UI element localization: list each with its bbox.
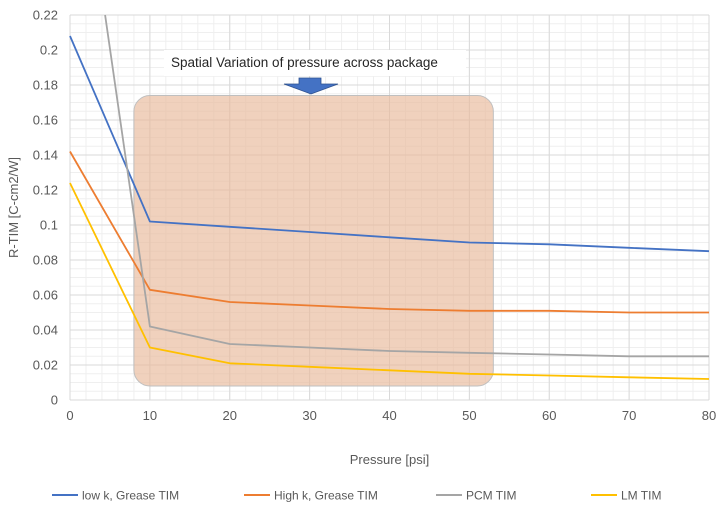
y-tick-labels: 0 0.02 0.04 0.06 0.08 0.1 0.12 0.14 0.16 0.18 0.2 0…	[33, 8, 58, 408]
legend-label: High k, Grease TIM	[274, 489, 378, 503]
y-tick-label: 0.06	[33, 288, 58, 303]
x-tick-label: 20	[223, 408, 237, 423]
x-tick-labels: 0 10 20 30 40 50 60 70 80	[66, 408, 716, 423]
x-tick-label: 10	[143, 408, 157, 423]
legend-label: PCM TIM	[466, 489, 516, 503]
series-lines	[69, 14, 710, 380]
y-tick-label: 0.14	[33, 148, 58, 163]
y-tick-label: 0.18	[33, 78, 58, 93]
y-tick-label: 0	[51, 393, 58, 408]
x-axis-label: Pressure [psi]	[350, 452, 429, 467]
down-arrow-icon	[283, 77, 339, 95]
x-tick-label: 40	[382, 408, 396, 423]
legend-label: low k, Grease TIM	[82, 489, 179, 503]
series-line-2	[69, 151, 709, 314]
x-tick-label: 60	[542, 408, 556, 423]
y-axis-label: R-TIM [C-cm2/W]	[6, 157, 21, 258]
shaded-region	[133, 95, 494, 387]
x-tick-label: 30	[302, 408, 316, 423]
y-tick-label: 0.08	[33, 253, 58, 268]
y-tick-label: 0.2	[40, 43, 58, 58]
legend: low k, Grease TIM High k, Grease TIM PCM T…	[52, 489, 661, 503]
y-tick-label: 0.1	[40, 218, 58, 233]
annotation-text: Spatial Variation of pressure across pac…	[171, 55, 438, 70]
annotation-background	[164, 50, 466, 76]
annotation: Spatial Variation of pressure across pac…	[164, 50, 466, 95]
series-line-3	[104, 14, 709, 358]
y-tick-label: 0.22	[33, 8, 58, 23]
x-tick-label: 70	[622, 408, 636, 423]
y-tick-label: 0.04	[33, 323, 58, 338]
y-tick-label: 0.16	[33, 113, 58, 128]
x-tick-label: 80	[702, 408, 716, 423]
y-tick-label: 0.02	[33, 358, 58, 373]
series-line-1	[69, 35, 710, 253]
x-tick-label: 0	[66, 408, 73, 423]
series-line-4	[69, 182, 710, 380]
legend-label: LM TIM	[621, 489, 661, 503]
pressure-variation-region	[133, 95, 494, 387]
y-tick-label: 0.12	[33, 183, 58, 198]
x-tick-label: 50	[462, 408, 476, 423]
